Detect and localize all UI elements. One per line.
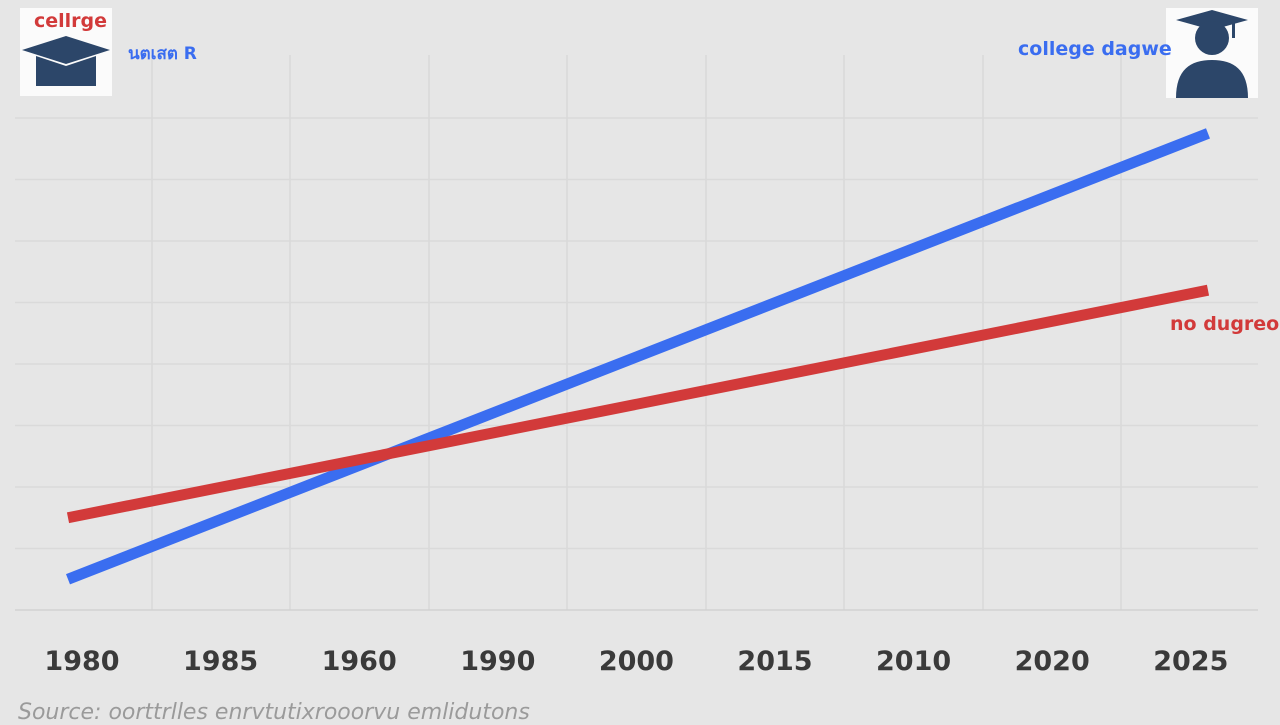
legend-left-box [20,8,112,96]
legend-right-label: college dagwe [1018,38,1172,60]
x-tick-label: 2020 [1015,646,1090,677]
graduation-cap-icon [22,36,110,86]
x-tick-label: 1990 [460,646,535,677]
x-tick-label: 2010 [876,646,951,677]
x-tick-label: 2015 [737,646,812,677]
x-tick-label: 2025 [1153,646,1228,677]
series-line-no-degree [66,284,1210,524]
legend-left-caption: cellrge [34,10,108,32]
legend-right-box [1166,8,1258,98]
x-tick-label: 1985 [183,646,258,677]
x-tick-label: 1960 [322,646,397,677]
x-tick-label: 2000 [599,646,674,677]
legend-left-label: นตเสต R [128,44,197,64]
no-degree-series-label: no dugreo [1170,313,1280,335]
x-axis-ticks: 1980 1985 1960 1990 2000 2015 2010 2020 2025 [44,646,1228,677]
x-tick-label: 1980 [44,646,119,677]
source-note: Source: oorttrlles enrvtutixrooorvu emli… [18,700,530,725]
graduate-person-icon [1176,10,1248,98]
series-lines [65,128,1211,585]
series-line-college [65,128,1211,585]
